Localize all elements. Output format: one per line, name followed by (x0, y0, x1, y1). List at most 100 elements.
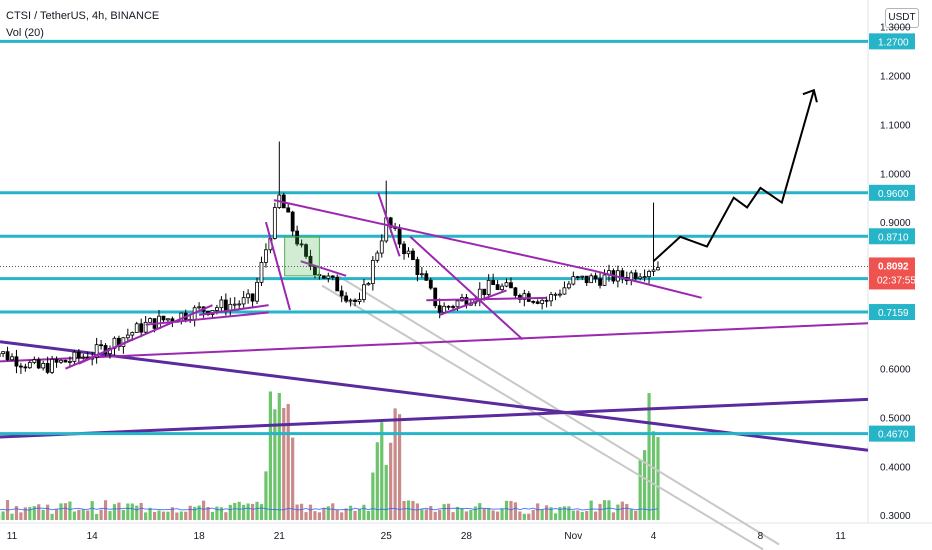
volume-bar (46, 504, 50, 520)
candle-body (272, 207, 277, 239)
volume-bar (233, 502, 237, 520)
volume-bar (366, 510, 370, 520)
price-tick-label: 0.3000 (880, 511, 911, 522)
volume-bar (353, 510, 357, 520)
long-uptrend-line[interactable] (0, 397, 869, 439)
volume-bar (54, 509, 59, 520)
volume-bar (219, 507, 223, 520)
volume-bar (487, 508, 491, 520)
volume-bar (10, 513, 14, 520)
candle-body (366, 283, 371, 286)
price-tick-label: 0.5000 (880, 414, 911, 425)
candle-body (406, 250, 411, 255)
volume-bar (616, 504, 620, 520)
trendline-drawing[interactable] (426, 296, 547, 302)
time-tick-label: 4 (651, 531, 657, 542)
candle-body (580, 275, 585, 278)
trendline-drawing[interactable] (409, 236, 524, 341)
trendline-drawing[interactable] (377, 192, 401, 257)
volume-bar (50, 513, 54, 520)
support-trendline[interactable] (0, 322, 869, 363)
candle-body (433, 287, 438, 307)
price-tick-label: 1.2000 (880, 72, 911, 83)
volume-indicator-label[interactable]: Vol (20) (6, 27, 44, 39)
volume-bar (259, 504, 264, 520)
volume-bar (571, 510, 575, 520)
candle-body (602, 274, 607, 286)
volume-bar (362, 504, 366, 520)
volume-bar (130, 503, 134, 520)
volume-bar (72, 511, 76, 520)
volume-bar (442, 504, 446, 520)
trendline-drawing[interactable] (78, 338, 133, 365)
candle-body (495, 284, 500, 291)
candle-body (451, 306, 455, 308)
volume-bar (424, 509, 428, 520)
volume-bar (348, 505, 353, 520)
volume-bar (397, 414, 402, 520)
volume-bar (491, 510, 495, 520)
level-price-badge (869, 425, 915, 442)
candle-body (326, 275, 331, 279)
candle-body (353, 299, 357, 302)
level-price-label: 0.9600 (878, 189, 909, 200)
volume-bar (549, 507, 553, 520)
volume-bar (37, 504, 41, 520)
candle-body (415, 259, 420, 275)
channel-line-lower[interactable] (321, 284, 764, 550)
volume-bar (32, 506, 36, 520)
trendline-drawing[interactable] (264, 221, 291, 311)
projection-arrow-head (802, 88, 818, 103)
volume-bar (1, 511, 5, 520)
trendline-drawing[interactable] (594, 269, 702, 299)
volume-bar (429, 506, 433, 520)
candle-body (223, 299, 228, 312)
volume-bar (184, 511, 188, 520)
candle-body (344, 295, 349, 302)
volume-bar (14, 506, 19, 520)
candle-body (50, 358, 54, 373)
candle-body (19, 365, 23, 368)
volume-bar (144, 512, 148, 520)
volume-bar (193, 506, 197, 520)
volume-bar (237, 501, 241, 520)
volume-bar (411, 500, 415, 520)
volume-bar (210, 511, 215, 520)
candle-body (370, 259, 375, 284)
volume-bar (63, 503, 68, 520)
volume-bar (273, 409, 277, 520)
volume-bar (152, 511, 157, 520)
candle-body (522, 293, 527, 300)
range-box[interactable] (284, 236, 320, 277)
current-price-label: 0.8092 (878, 261, 909, 272)
volume-bar (108, 511, 112, 520)
trendline-drawing[interactable] (439, 289, 507, 316)
currency-button[interactable]: USDT (885, 8, 919, 28)
candle-body (41, 363, 46, 369)
volume-bar (393, 408, 397, 520)
candle-body (299, 243, 304, 246)
candle-body (295, 230, 300, 245)
trendline-drawing[interactable] (198, 304, 269, 316)
volume-bar (460, 508, 464, 520)
trendline-drawing[interactable] (300, 260, 347, 277)
volume-bar (139, 502, 143, 520)
trendline-drawing[interactable] (145, 311, 269, 326)
candle-body (130, 332, 135, 336)
time-tick-label: 21 (274, 531, 286, 542)
time-tick-label: 8 (758, 531, 764, 542)
candle-body (428, 279, 433, 289)
candle-body (308, 255, 313, 267)
volume-bar (179, 511, 183, 520)
candle-body (566, 283, 571, 289)
volume-bar (420, 509, 424, 520)
candle-body (584, 275, 589, 284)
projection-path[interactable] (652, 89, 815, 262)
trendline-drawing[interactable] (273, 199, 595, 272)
volume-bar (567, 506, 571, 520)
candle-body (633, 272, 638, 279)
candle-body (219, 299, 224, 309)
candle-body (411, 250, 415, 260)
volume-bar (473, 506, 477, 520)
